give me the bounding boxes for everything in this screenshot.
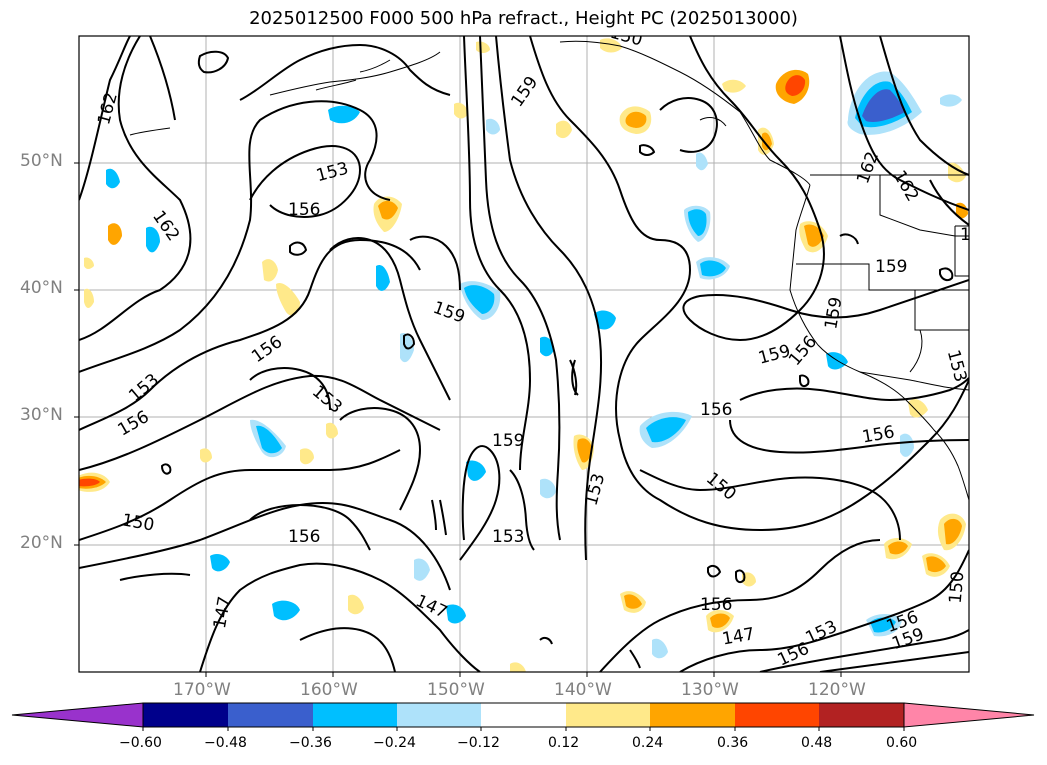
lon-label-120w: 120°W	[808, 680, 866, 700]
colorbar-extend-max	[903, 702, 1035, 728]
contour-label: 153	[960, 225, 992, 245]
colorbar-bin	[481, 703, 566, 727]
colorbar-bin	[566, 703, 650, 727]
contour-label: 150	[946, 570, 969, 604]
colorbar-tick-label: −0.60	[119, 735, 162, 751]
colorbar-bin	[143, 703, 228, 727]
map-frame	[78, 35, 970, 673]
colorbar-bin	[313, 703, 397, 727]
anomaly-shading	[79, 38, 968, 672]
coastlines	[129, 40, 969, 501]
height-contours	[79, 36, 969, 672]
colorbar-bin	[650, 703, 735, 727]
colorbar-tick-label: −0.12	[457, 735, 500, 751]
lat-label-20n: 20°N	[20, 533, 63, 553]
contour-label: 156	[288, 200, 320, 220]
lon-label-160w: 160°W	[300, 680, 358, 700]
colorbar-bin	[228, 703, 313, 727]
colorbar-frame	[142, 702, 905, 728]
colorbar-tick-label: −0.36	[289, 735, 332, 751]
contour-label: 156	[700, 400, 732, 420]
map-title: 2025012500 F000 500 hPa refract., Height…	[249, 8, 798, 29]
colorbar-tick-label: 0.12	[548, 735, 580, 751]
lat-label-40n: 40°N	[20, 278, 63, 298]
graticule	[79, 36, 969, 672]
contour-label: 156	[700, 595, 732, 615]
colorbar-bin	[819, 703, 904, 727]
colorbar-tick-label: 0.24	[632, 735, 664, 751]
lon-label-150w: 150°W	[427, 680, 485, 700]
lon-label-140w: 140°W	[554, 680, 612, 700]
colorbar-tick-label: −0.48	[204, 735, 247, 751]
lat-label-50n: 50°N	[20, 151, 63, 171]
contour-label: 156	[288, 527, 320, 547]
contour-label: 153	[492, 527, 524, 547]
axis-ticks	[74, 162, 842, 677]
lon-label-170w: 170°W	[173, 680, 231, 700]
colorbar-tick-label: 0.60	[886, 735, 918, 751]
colorbar-tick-label: 0.48	[801, 735, 833, 751]
colorbar-bin	[735, 703, 819, 727]
colorbar-bin	[397, 703, 481, 727]
colorbar	[11, 702, 1035, 731]
colorbar-tick-label: −0.24	[373, 735, 416, 751]
lon-label-130w: 130°W	[681, 680, 739, 700]
contour-label: 159	[492, 431, 524, 451]
colorbar-tick-label: 0.36	[717, 735, 749, 751]
lat-label-30n: 30°N	[20, 405, 63, 425]
contour-label: 159	[875, 257, 907, 277]
colorbar-extend-min	[11, 702, 144, 728]
